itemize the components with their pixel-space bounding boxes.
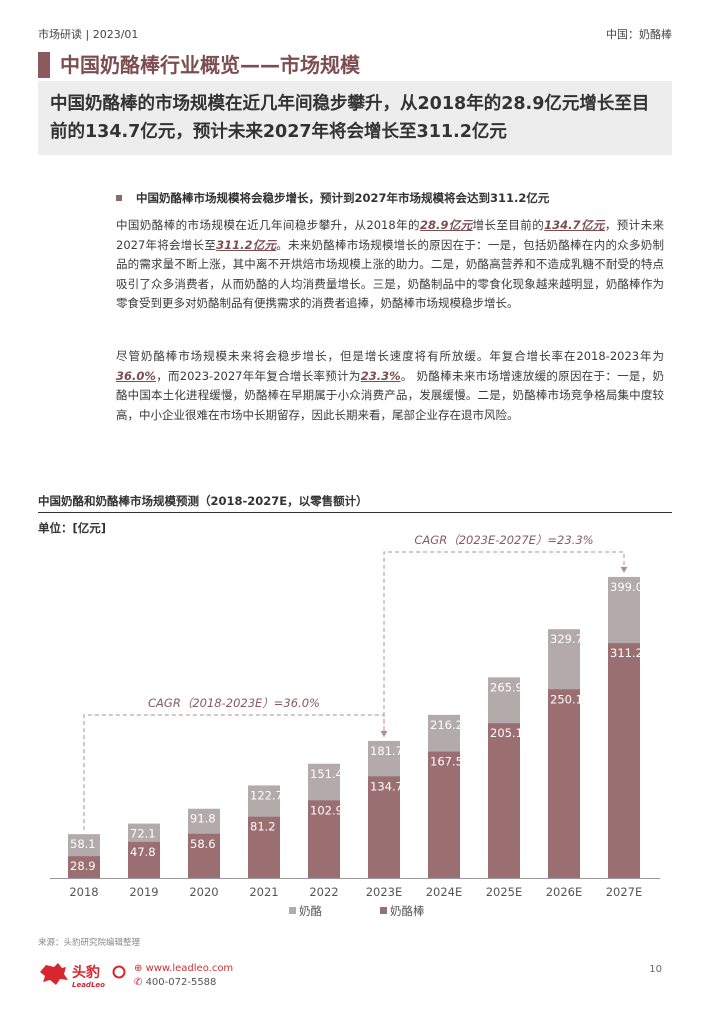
label-cheese-stick: 28.9 — [70, 859, 96, 873]
legend-label-cheese: 奶酪 — [299, 904, 322, 918]
legend-label-cheese-stick: 奶酪棒 — [390, 904, 425, 918]
bar-cheese-stick — [188, 833, 220, 878]
logo-text: 头豹 — [72, 964, 100, 981]
page-header: 市场研读 | 2023/01 中国：奶酪棒 — [38, 26, 672, 42]
label-cheese-stick: 102.9 — [310, 803, 343, 817]
website-link[interactable]: www.leadleo.com — [145, 963, 234, 974]
para1-value-2: 134.7亿元 — [544, 218, 605, 232]
label-cheese: 216.2 — [430, 718, 463, 732]
cagr-bracket — [83, 714, 385, 831]
logo-subtext: LeadLeo — [72, 981, 105, 989]
leadleo-logo: 头豹 LeadLeo — [40, 963, 126, 989]
title-marker — [38, 52, 50, 78]
x-tick-label: 2018 — [69, 885, 98, 899]
page-title: 中国奶酪棒行业概览——市场规模 — [60, 53, 360, 77]
leopard-icon — [40, 963, 68, 985]
para2-text-2: ，而2023-2027年年复合增长率预计为 — [155, 368, 361, 383]
label-cheese: 58.1 — [70, 837, 96, 851]
bar-cheese-stick — [308, 800, 340, 878]
x-tick-label: 2026E — [546, 885, 583, 899]
summary-text: 中国奶酪棒的市场规模在近几年间稳步攀升，从2018年的28.9亿元增长至目前的1… — [50, 94, 650, 142]
bar-cheese-stick — [488, 723, 520, 878]
key-point-text: 中国奶酪棒市场规模将会稳步增长，预计到2027年市场规模将会达到311.2亿元 — [136, 191, 550, 205]
chart-unit-label: 单位：[亿元] — [38, 521, 107, 535]
label-cheese: 72.1 — [130, 827, 156, 841]
header-right: 中国：奶酪棒 — [606, 28, 672, 41]
para1-value-1: 28.9亿元 — [419, 218, 473, 232]
x-tick-label: 2021 — [249, 885, 278, 899]
legend-swatch-cheese — [289, 907, 296, 914]
bar-cheese-stick — [368, 776, 400, 878]
bar-cheese-stick — [428, 751, 460, 878]
x-tick-label: 2022 — [309, 885, 338, 899]
label-cheese: 122.7 — [250, 788, 283, 802]
arrow-down-icon — [620, 566, 628, 573]
label-cheese: 329.7 — [550, 632, 583, 646]
label-cheese-stick: 134.7 — [370, 779, 403, 793]
bar-cheese-stick — [548, 689, 580, 878]
label-cheese-stick: 47.8 — [130, 845, 156, 859]
label-cheese-stick: 167.5 — [430, 755, 463, 769]
paragraph-2: 尽管奶酪棒市场规模未来将会稳步增长，但是增长速度将有所放缓。年复合增长率在201… — [116, 347, 664, 425]
cagr-label: CAGR（2023E-2027E）=23.3% — [414, 533, 593, 547]
para1-text-1: 中国奶酪棒的市场规模在近几年间稳步攀升，从2018年的 — [116, 218, 420, 232]
header-left: 市场研读 | 2023/01 — [38, 28, 139, 41]
para2-value-2: 23.3% — [360, 368, 401, 383]
footer-contact: ⊕ www.leadleo.com ✆ 400-072-5588 — [134, 962, 233, 990]
para1-text-3: ，预计未来2027年将会增长至 — [116, 218, 665, 252]
legend-swatch-cheese-stick — [380, 907, 387, 914]
para2-value-1: 36.0% — [116, 368, 156, 383]
label-cheese: 151.4 — [310, 767, 343, 781]
para1-value-3: 311.2亿元 — [216, 237, 277, 252]
summary-box: 中国奶酪棒的市场规模在近几年间稳步攀升，从2018年的28.9亿元增长至目前的1… — [38, 81, 672, 155]
x-tick-label: 2023E — [366, 885, 403, 899]
paragraph-1: 中国奶酪棒的市场规模在近几年间稳步攀升，从2018年的28.9亿元增长至目前的1… — [116, 216, 664, 314]
globe-icon: ⊕ — [134, 963, 146, 974]
chart-title-rule — [38, 512, 672, 513]
chart-title: 中国奶酪和奶酪棒市场规模预测（2018-2027E，以零售额计） — [38, 494, 368, 508]
bar-cheese-stick — [128, 841, 160, 878]
cagr-bracket — [383, 551, 625, 737]
para2-text-1: 尽管奶酪棒市场规模未来将会稳步增长，但是增长速度将有所放缓。年复合增长率在201… — [116, 349, 664, 363]
bullet-square-icon — [116, 194, 122, 201]
x-tick-label: 2024E — [426, 885, 463, 899]
phone-icon: ✆ — [134, 977, 146, 988]
label-cheese-stick: 58.6 — [190, 837, 216, 851]
bar-cheese-stick — [248, 816, 280, 878]
label-cheese-stick: 205.1 — [490, 726, 523, 740]
bar-cheese-stick — [68, 856, 100, 878]
source-note: 来源：头豹研究院编辑整理 — [38, 938, 141, 948]
bar-cheese-stick — [608, 643, 640, 878]
page-number: 10 — [649, 964, 662, 975]
x-tick-label: 2025E — [486, 885, 523, 899]
e-mark-icon — [112, 965, 126, 979]
label-cheese: 91.8 — [190, 812, 216, 826]
label-cheese: 399.0 — [610, 580, 643, 594]
para1-text-2: 增长至目前的 — [472, 218, 545, 232]
label-cheese: 181.7 — [370, 744, 403, 758]
label-cheese-stick: 311.2 — [610, 646, 643, 660]
label-cheese-stick: 81.2 — [250, 820, 276, 834]
x-tick-label: 2019 — [129, 885, 158, 899]
phone-number: 400-072-5588 — [145, 977, 217, 988]
x-tick-label: 2020 — [189, 885, 218, 899]
cagr-label: CAGR（2018-2023E）=36.0% — [148, 696, 320, 710]
para2-text-3: 。 奶酪棒未来市场增速放缓的原因在于：一是，奶酪中国本土化进程缓慢，奶酪棒在早期… — [116, 368, 665, 422]
key-point: 中国奶酪棒市场规模将会稳步增长，预计到2027年市场规模将会达到311.2亿元 — [116, 190, 676, 206]
label-cheese: 265.9 — [490, 680, 523, 694]
para1-text-4: 。未来奶酪棒市场规模增长的原因在于：一是，包括奶酪棒在内的众多奶制品的需求量不断… — [116, 237, 664, 311]
label-cheese-stick: 250.1 — [550, 692, 583, 706]
x-tick-label: 2027E — [606, 885, 643, 899]
